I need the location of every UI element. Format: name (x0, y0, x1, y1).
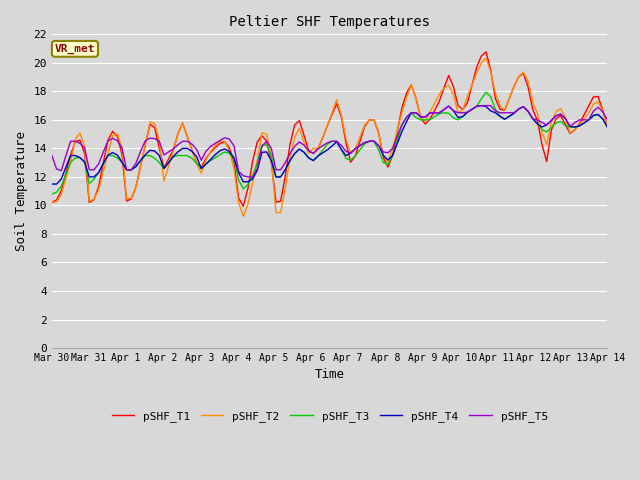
pSHF_T3 (492, 106, 499, 112)
Text: VR_met: VR_met (54, 44, 95, 54)
pSHF_T3 (198, 166, 205, 171)
X-axis label: Time: Time (315, 369, 345, 382)
pSHF_T1 (239, 204, 247, 209)
pSHF_T2 (239, 214, 247, 219)
Y-axis label: Soil Temperature: Soil Temperature (15, 131, 28, 251)
pSHF_T4 (589, 113, 597, 119)
pSHF_T3 (431, 114, 438, 120)
pSHF_T4 (492, 110, 499, 116)
Line: pSHF_T4: pSHF_T4 (52, 106, 607, 184)
pSHF_T3 (48, 191, 56, 197)
pSHF_T4 (198, 166, 205, 171)
pSHF_T2 (198, 170, 205, 176)
Title: Peltier SHF Temperatures: Peltier SHF Temperatures (229, 15, 430, 29)
pSHF_T4 (477, 103, 485, 108)
pSHF_T5 (477, 103, 485, 108)
pSHF_T2 (482, 55, 490, 61)
pSHF_T4 (431, 110, 438, 116)
pSHF_T4 (164, 160, 172, 166)
pSHF_T2 (361, 122, 369, 128)
pSHF_T5 (48, 153, 56, 158)
pSHF_T5 (164, 149, 172, 155)
Legend: pSHF_T1, pSHF_T2, pSHF_T3, pSHF_T4, pSHF_T5: pSHF_T1, pSHF_T2, pSHF_T3, pSHF_T4, pSHF… (107, 407, 552, 427)
pSHF_T3 (356, 147, 364, 153)
pSHF_T3 (164, 160, 172, 166)
pSHF_T3 (589, 113, 597, 119)
pSHF_T5 (594, 105, 602, 110)
pSHF_T3 (604, 124, 611, 130)
pSHF_T4 (356, 143, 364, 148)
pSHF_T2 (435, 91, 443, 97)
pSHF_T4 (48, 181, 56, 187)
pSHF_T2 (594, 99, 602, 105)
Line: pSHF_T1: pSHF_T1 (52, 52, 607, 206)
Line: pSHF_T2: pSHF_T2 (52, 58, 607, 216)
Line: pSHF_T5: pSHF_T5 (52, 106, 607, 177)
pSHF_T5 (604, 117, 611, 123)
pSHF_T1 (604, 124, 611, 130)
pSHF_T2 (496, 103, 504, 108)
pSHF_T3 (482, 89, 490, 95)
pSHF_T1 (594, 94, 602, 99)
pSHF_T1 (482, 49, 490, 55)
pSHF_T1 (198, 165, 205, 170)
pSHF_T1 (496, 107, 504, 112)
pSHF_T2 (604, 124, 611, 130)
pSHF_T1 (361, 123, 369, 129)
pSHF_T2 (48, 200, 56, 205)
pSHF_T5 (244, 174, 252, 180)
Line: pSHF_T3: pSHF_T3 (52, 92, 607, 194)
pSHF_T2 (164, 163, 172, 169)
pSHF_T4 (604, 124, 611, 130)
pSHF_T5 (496, 110, 504, 116)
pSHF_T5 (198, 157, 205, 163)
pSHF_T1 (435, 98, 443, 104)
pSHF_T1 (48, 200, 56, 205)
pSHF_T5 (435, 110, 443, 116)
pSHF_T1 (164, 156, 172, 162)
pSHF_T5 (361, 140, 369, 145)
